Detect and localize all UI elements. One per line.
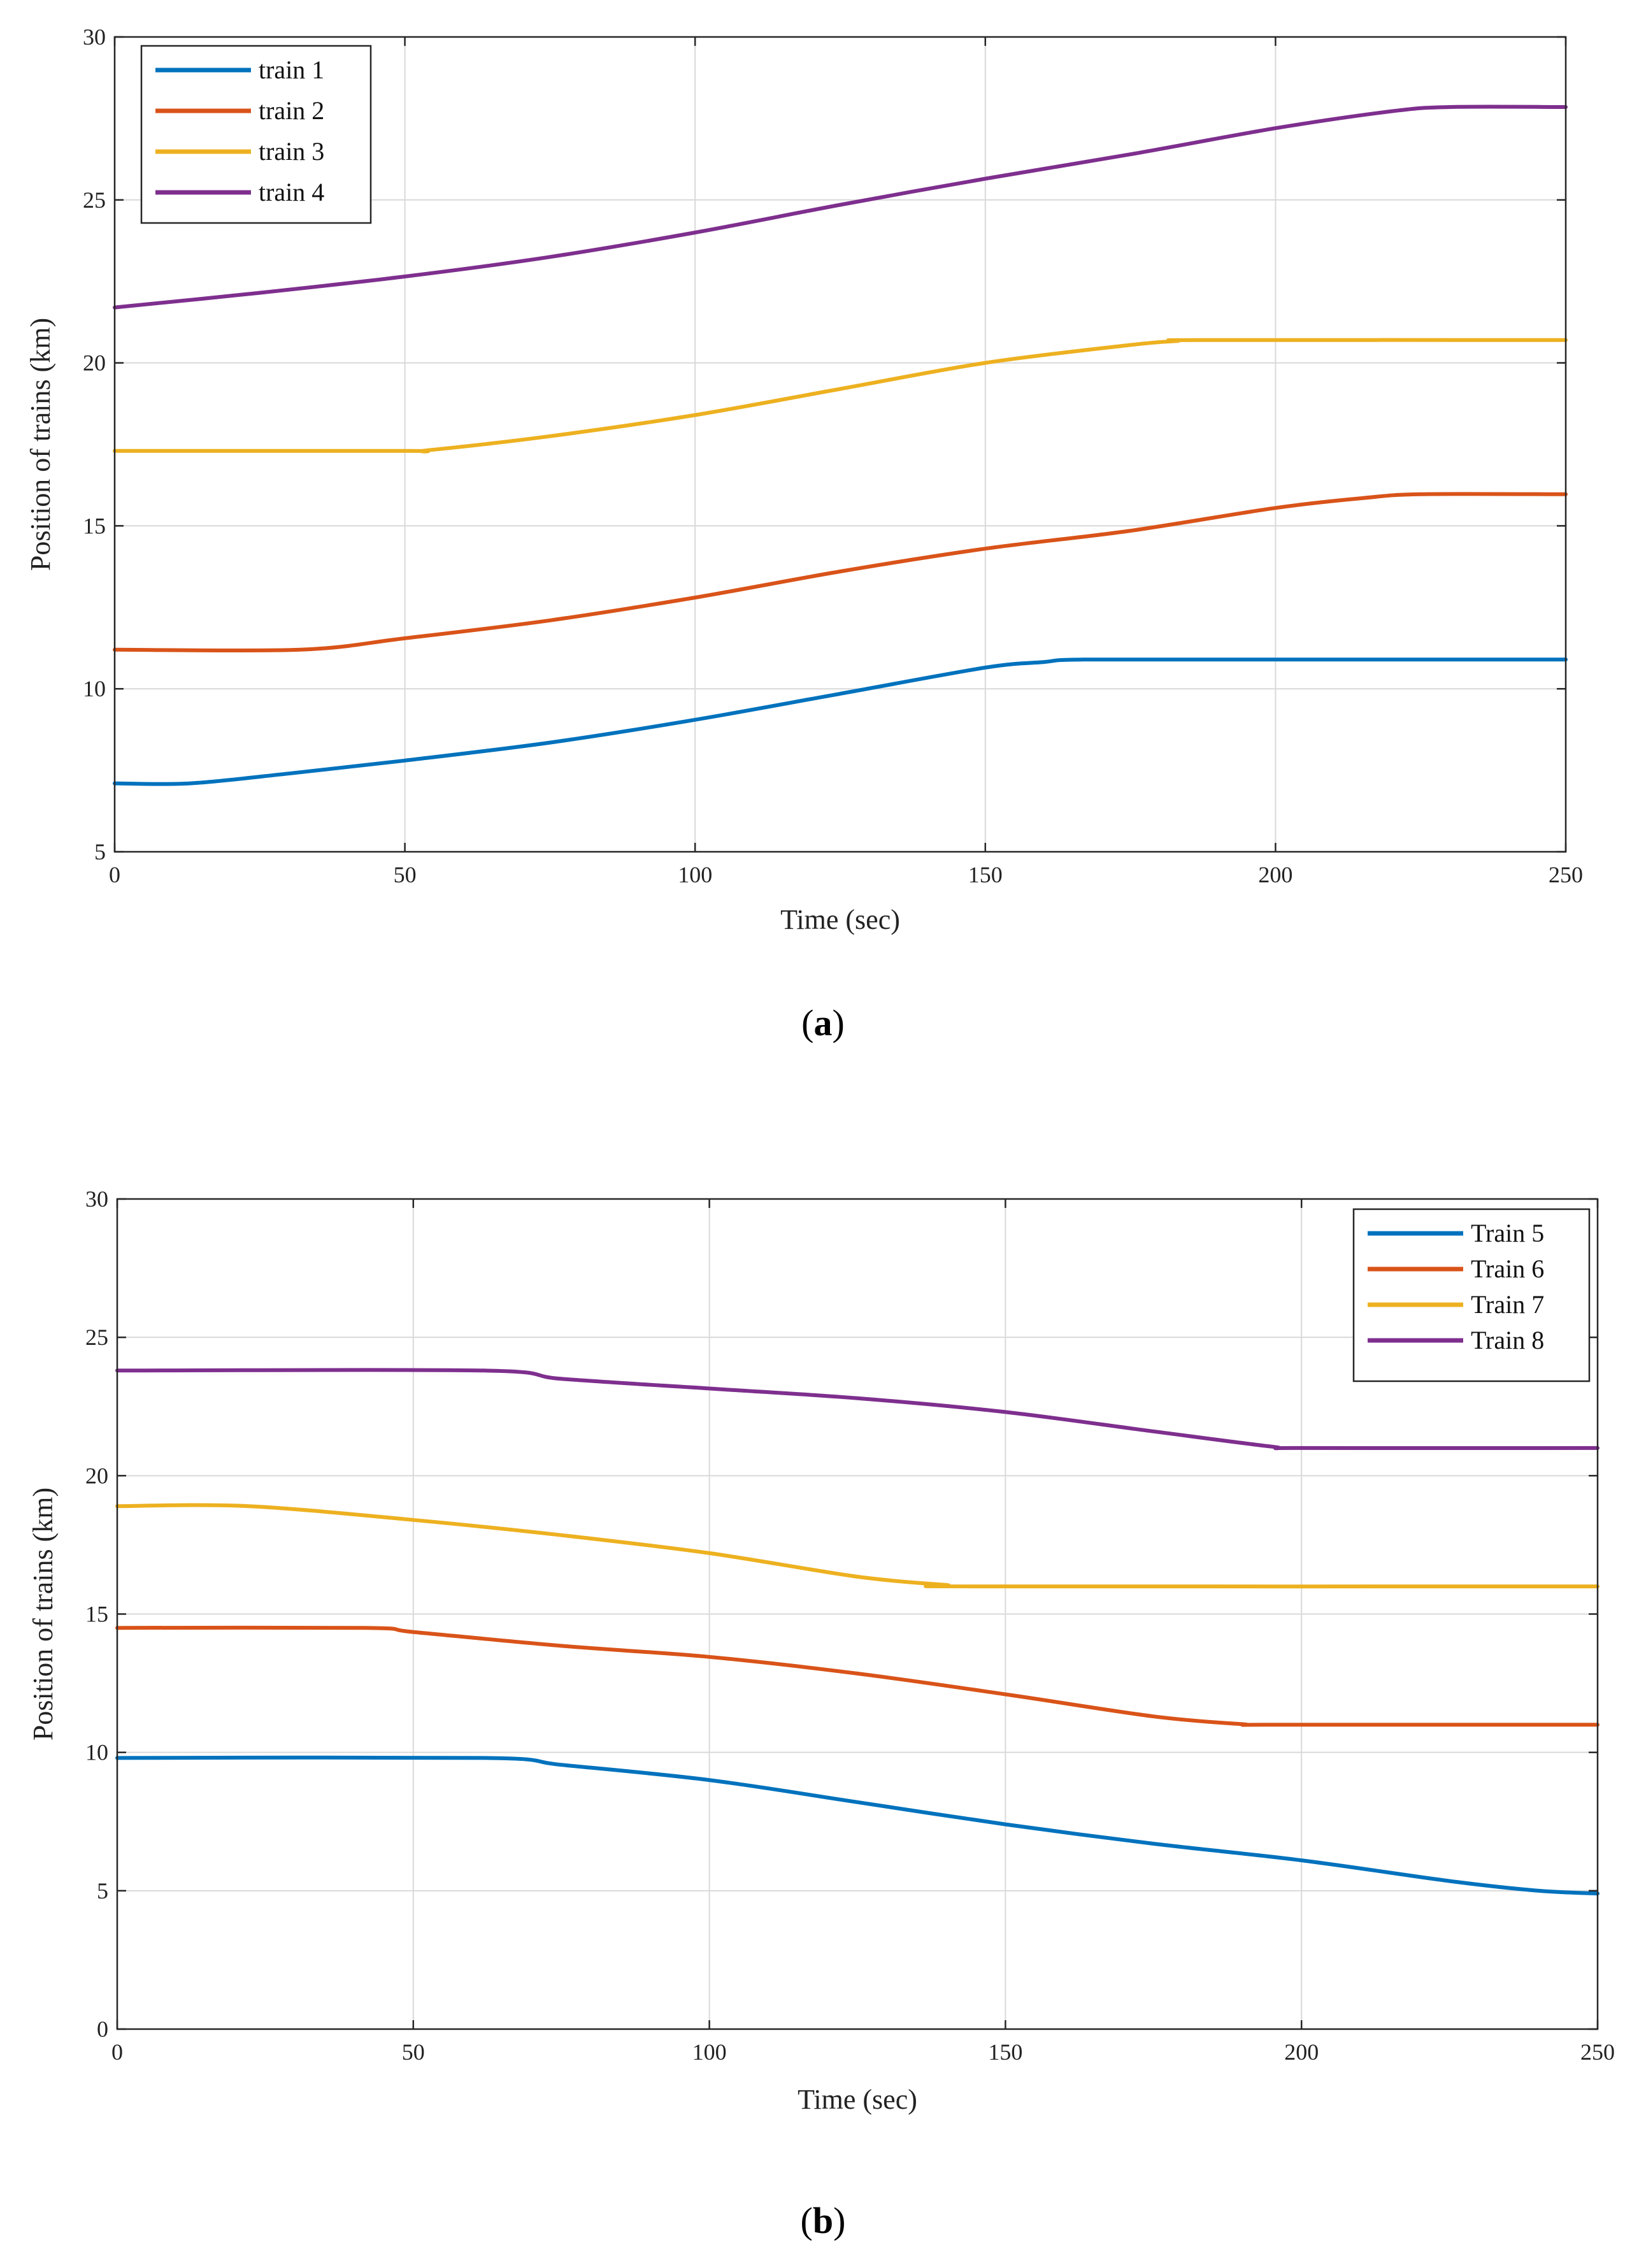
y-tick-label: 25 [85, 1324, 108, 1350]
x-tick-label: 200 [1258, 862, 1292, 887]
y-axis-label: Position of trains (km) [25, 318, 56, 571]
y-tick-label: 20 [83, 350, 106, 376]
y-tick-label: 10 [83, 676, 106, 701]
y-tick-label: 25 [83, 187, 106, 213]
x-tick-label: 250 [1549, 862, 1583, 887]
legend-entry: Train 5 [1471, 1219, 1544, 1247]
y-tick-label: 15 [85, 1602, 108, 1627]
panel-letter: a [814, 1002, 833, 1044]
chart-a: 0 50 100 150 200 250 5 10 15 20 25 30 Time (sec) Posi… [25, 24, 1583, 1044]
series-line-train-5 [115, 1755, 1599, 1896]
x-tick-label: 150 [988, 2039, 1022, 2065]
legend-entry: train 2 [259, 96, 324, 125]
y-tick-label: 30 [85, 1186, 108, 1212]
series-line-train-1 [113, 657, 1568, 786]
legend-entry: train 1 [259, 55, 324, 84]
x-tick-label: 250 [1580, 2039, 1615, 2065]
legend-entry: train 4 [259, 178, 324, 206]
legend-entry: Train 7 [1471, 1290, 1544, 1319]
panel-paren: ( [801, 1002, 813, 1044]
y-tick-label: 5 [97, 1878, 108, 1904]
y-tick-label: 15 [83, 513, 106, 538]
panel-letter: b [813, 2200, 833, 2241]
panel-label: (a) [801, 1002, 845, 1044]
y-tick-label: 5 [94, 839, 106, 865]
series-line-train-4 [113, 104, 1568, 310]
x-tick-label: 0 [111, 2039, 123, 2065]
legend-box [140, 45, 372, 224]
y-axis-label: Position of trains (km) [27, 1488, 59, 1740]
series-line-train-2 [113, 492, 1568, 653]
y-tick-label: 0 [97, 2016, 108, 2042]
x-tick-label: 50 [394, 862, 417, 887]
panel-paren: ) [833, 2200, 845, 2241]
x-axis-label: Time (sec) [798, 2084, 917, 2115]
x-tick-label: 200 [1284, 2039, 1319, 2065]
series-line-train-8 [115, 1368, 1599, 1451]
x-tick-label: 100 [678, 862, 712, 887]
series-line-train-7 [115, 1503, 1599, 1589]
x-tick-label: 0 [109, 862, 120, 887]
chart-b: 0 50 100 150 200 250 0 5 10 15 20 25 30 Time (sec) Pos… [27, 1186, 1615, 2241]
legend-box [1352, 1208, 1591, 1382]
y-tick-label: 10 [85, 1740, 108, 1765]
panel-label: (b) [801, 2200, 846, 2241]
panel-paren: ( [801, 2200, 813, 2241]
x-tick-label: 50 [402, 2039, 425, 2065]
series-line-train-6 [115, 1625, 1599, 1727]
legend-entry: Train 6 [1471, 1254, 1544, 1283]
panel-paren: ) [833, 1002, 845, 1044]
y-tick-label: 30 [83, 24, 106, 50]
x-axis-label: Time (sec) [780, 904, 900, 935]
series-line-train-3 [113, 338, 1568, 454]
axes-frame [113, 36, 1567, 853]
legend-entry: Train 8 [1471, 1326, 1544, 1354]
legend-entry: train 3 [259, 137, 324, 166]
y-tick-label: 20 [85, 1463, 108, 1488]
x-tick-label: 150 [968, 862, 1003, 887]
x-tick-label: 100 [692, 2039, 727, 2065]
